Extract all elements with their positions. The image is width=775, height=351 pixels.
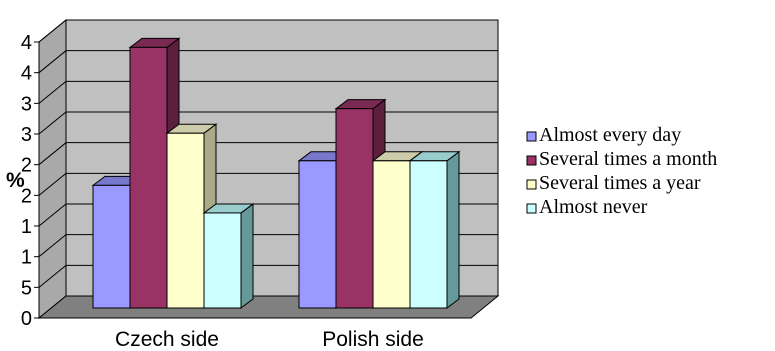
legend-label: Several times a month <box>539 148 717 170</box>
bar-front <box>92 184 131 309</box>
bar-front <box>166 132 205 309</box>
bar-front <box>335 108 374 309</box>
bar-front <box>203 212 242 309</box>
y-tick-label: 0 <box>21 308 32 330</box>
gridline <box>38 19 498 43</box>
bars <box>91 37 461 309</box>
y-tick-label: 1 <box>21 247 32 269</box>
bar-front <box>372 160 411 309</box>
y-axis-title: % <box>6 169 25 192</box>
y-tick-label: 2 <box>21 155 32 177</box>
y-tick-label: 1 <box>21 216 32 238</box>
legend-swatch <box>526 131 537 142</box>
bar-front <box>129 46 168 309</box>
x-tick-label: Polish side <box>322 328 424 351</box>
gridline <box>38 50 498 74</box>
bar-front <box>298 160 337 309</box>
bar-side <box>446 150 460 309</box>
y-tick-label: 3 <box>21 124 32 146</box>
legend-label: Several times a year <box>539 172 701 194</box>
gridline <box>38 80 498 104</box>
legend-swatch <box>526 203 537 214</box>
x-tick-label: Czech side <box>115 328 219 351</box>
side-wall <box>38 18 67 320</box>
y-tick-label: 2 <box>21 185 32 207</box>
legend-swatch <box>526 155 537 166</box>
y-axis: 0 5 1 1 2 2 3 3 4 4 <box>21 32 40 330</box>
y-tick-label: 4 <box>21 63 32 85</box>
bar-side <box>240 202 254 309</box>
bar <box>371 150 424 309</box>
y-tick-label: 3 <box>21 93 32 115</box>
x-axis: Czech side Polish side <box>39 317 471 351</box>
legend-item: Several times a month <box>526 148 717 170</box>
y-tick-label: 5 <box>21 277 32 299</box>
legend-swatch <box>526 179 537 190</box>
bar <box>202 202 255 309</box>
bar-front <box>409 160 448 309</box>
legend-item: Several times a year <box>526 172 701 194</box>
legend-item: Almost every day <box>526 124 681 146</box>
legend-item: Almost never <box>526 196 648 218</box>
legend-label: Almost every day <box>539 124 681 146</box>
bar <box>408 150 461 309</box>
legend-label: Almost never <box>539 196 648 218</box>
y-tick-label: 4 <box>21 32 32 54</box>
